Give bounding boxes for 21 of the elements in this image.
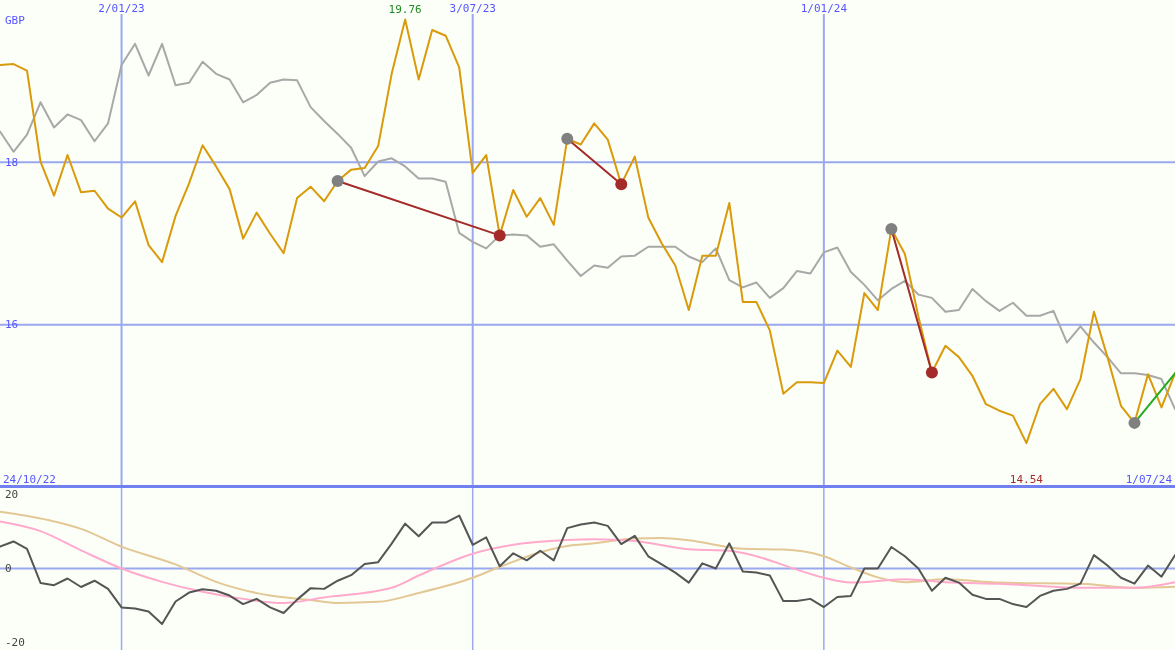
y-tick-label: -20 [5,636,25,650]
y-tick-label: 16 [5,318,19,332]
point [331,175,344,187]
line-series [0,514,1175,626]
annotation: 1/07/24 [1125,473,1173,486]
y-tick-label: 20 [5,487,19,501]
annotation: 14.54 [1009,473,1044,486]
point [885,222,898,235]
point [925,366,938,379]
x-tick-label: 3/07/23 [449,2,496,15]
x-tick-label: 1/01/24 [800,2,848,15]
point [1128,416,1141,429]
x-tick-label: 2/01/23 [98,2,145,15]
point [615,178,628,191]
y-tick-label: 18 [5,155,19,169]
annotation: 19.76 [388,3,422,17]
point [493,229,506,242]
y-axis-title: GBP [5,14,26,27]
y-tick-label: 0 [5,562,12,575]
point [561,132,574,145]
annotation: 24/10/22 [3,473,56,486]
